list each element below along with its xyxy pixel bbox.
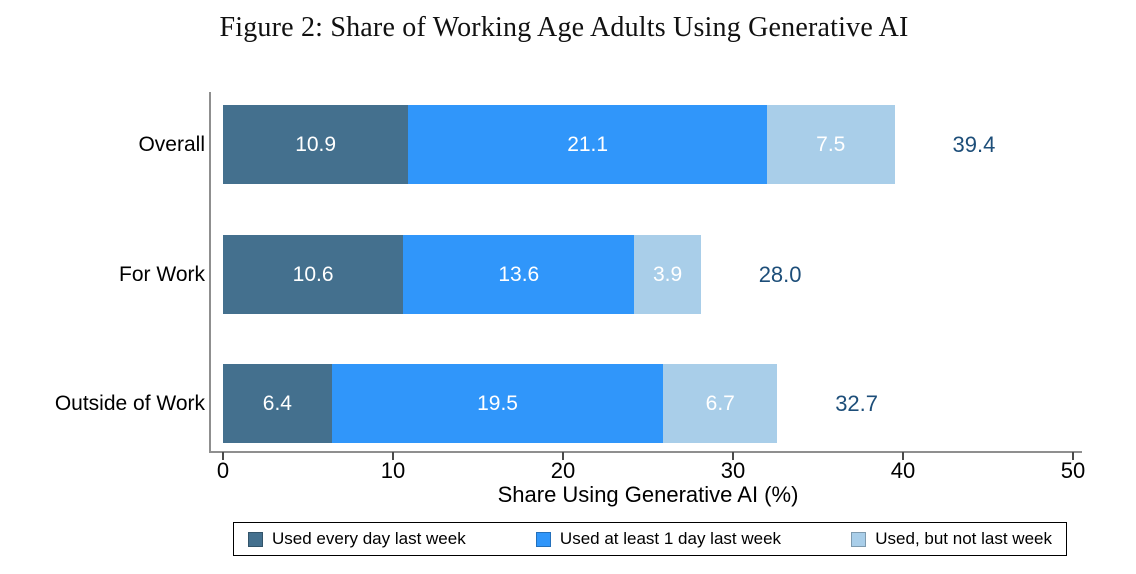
category-label: For Work bbox=[119, 262, 205, 286]
x-axis-tick-label: 20 bbox=[550, 458, 576, 483]
bar-value-label: 19.5 bbox=[477, 391, 518, 415]
legend-swatch-not-last-week bbox=[851, 531, 867, 547]
legend-swatch-at-least-1-day bbox=[535, 531, 551, 547]
x-axis-tick bbox=[902, 452, 904, 460]
bar-segment-series-1: 19.5 bbox=[331, 364, 664, 443]
bar-value-label: 7.5 bbox=[816, 132, 846, 156]
x-axis-tick-label: 10 bbox=[380, 458, 406, 483]
legend-entry-every-day: Used every day last week bbox=[248, 529, 466, 549]
bar-value-label: 6.7 bbox=[705, 391, 735, 415]
x-axis-tick bbox=[1072, 452, 1074, 460]
x-axis-tick bbox=[732, 452, 734, 460]
y-axis-line bbox=[209, 92, 211, 453]
legend-label: Used, but not last week bbox=[875, 529, 1052, 548]
bar-segment-series-1: 13.6 bbox=[403, 235, 635, 314]
bar-segment-series-2: 6.7 bbox=[663, 364, 778, 443]
legend-entry-not-last-week: Used, but not last week bbox=[851, 529, 1052, 549]
x-axis-line bbox=[209, 451, 1082, 453]
total-label: 28.0 bbox=[758, 261, 802, 287]
legend-label: Used every day last week bbox=[272, 529, 466, 548]
legend: Used every day last week Used at least 1… bbox=[233, 522, 1067, 556]
bar-value-label: 13.6 bbox=[498, 262, 540, 286]
legend-swatch-every-day bbox=[248, 531, 263, 547]
bar-segment-series-0: 10.6 bbox=[223, 235, 404, 314]
category-label: Outside of Work bbox=[54, 391, 205, 415]
bar-value-label: 10.6 bbox=[292, 262, 334, 286]
x-axis-tick bbox=[222, 452, 224, 460]
x-axis-tick bbox=[392, 452, 394, 460]
x-axis-tick-label: 0 bbox=[216, 458, 230, 483]
bar-segment-series-1: 21.1 bbox=[408, 105, 767, 184]
bar-segment-series-0: 10.9 bbox=[223, 105, 409, 184]
x-axis-tick-label: 50 bbox=[1060, 458, 1086, 483]
bar-value-label: 3.9 bbox=[652, 262, 683, 286]
bar-value-label: 21.1 bbox=[567, 132, 609, 156]
bar-segment-series-2: 7.5 bbox=[767, 105, 895, 184]
bar-value-label: 10.9 bbox=[295, 132, 337, 156]
figure-title: Figure 2: Share of Working Age Adults Us… bbox=[219, 12, 909, 43]
x-axis-tick bbox=[562, 452, 564, 460]
legend-entry-at-least-1-day: Used at least 1 day last week bbox=[535, 529, 782, 549]
bar-segment-series-2: 3.9 bbox=[634, 235, 701, 314]
legend-label: Used at least 1 day last week bbox=[559, 529, 782, 548]
total-label: 39.4 bbox=[952, 131, 996, 157]
category-label: Overall bbox=[138, 132, 205, 156]
total-label: 32.7 bbox=[835, 390, 879, 416]
x-axis-tick-label: 30 bbox=[720, 458, 746, 483]
x-axis-title: Share Using Generative AI (%) bbox=[497, 482, 799, 507]
bar-segment-series-0: 6.4 bbox=[223, 364, 332, 443]
x-axis-tick-label: 40 bbox=[890, 458, 916, 483]
bar-value-label: 6.4 bbox=[262, 391, 292, 415]
